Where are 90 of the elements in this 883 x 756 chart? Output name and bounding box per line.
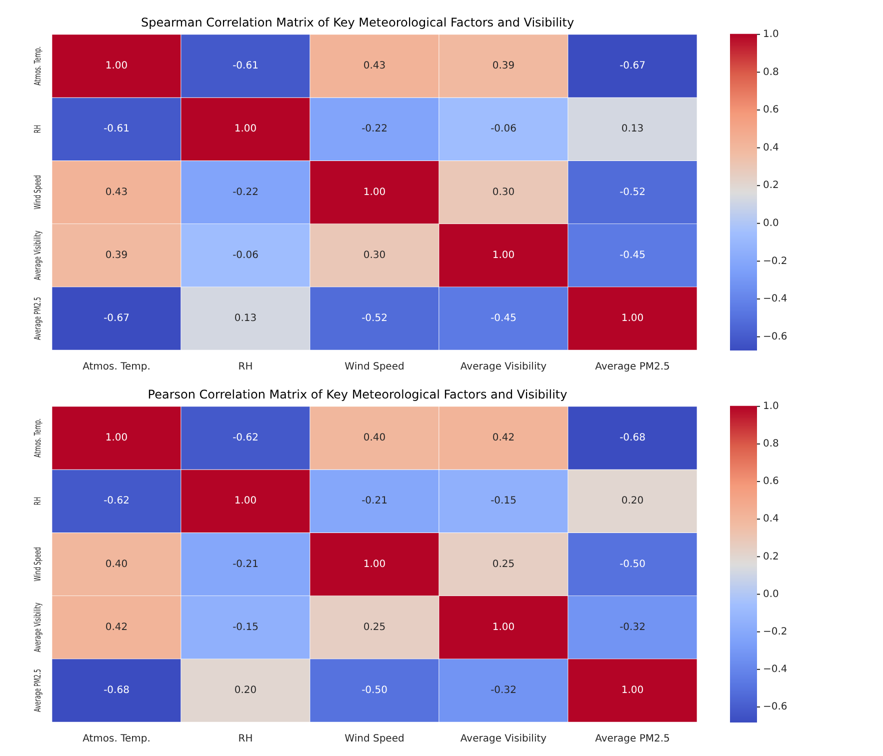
data-label: -0.32 bbox=[490, 685, 516, 696]
y-tick-label: RH bbox=[32, 496, 43, 506]
data-label: -0.62 bbox=[232, 432, 258, 444]
data-label: -0.67 bbox=[104, 313, 130, 324]
x-tick-label: Average PM2.5 bbox=[595, 734, 670, 745]
color-bar-label: 0.8 bbox=[763, 66, 779, 78]
x-tick-label: RH bbox=[238, 734, 253, 745]
data-label: -0.50 bbox=[362, 685, 388, 696]
color-bar-label: 0.2 bbox=[763, 551, 779, 562]
data-label: 0.25 bbox=[492, 558, 515, 570]
color-bar-label: 0.4 bbox=[763, 514, 779, 525]
data-label: 0.30 bbox=[363, 250, 386, 261]
y-tick-label: Atmos. Temp. bbox=[32, 418, 43, 458]
data-label: 0.30 bbox=[492, 186, 515, 198]
color-bar-label: 1.0 bbox=[763, 400, 779, 412]
x-tick-label: Wind Speed bbox=[344, 362, 404, 373]
x-tick-label: Atmos. Temp. bbox=[82, 734, 150, 745]
data-label: 1.00 bbox=[363, 558, 386, 570]
y-tick-label: Average Visibility bbox=[32, 230, 43, 280]
data-label: 0.39 bbox=[492, 60, 515, 72]
data-label: 0.13 bbox=[234, 313, 257, 324]
data-label: -0.06 bbox=[232, 250, 258, 261]
color-bar-label: 0.4 bbox=[763, 142, 779, 154]
data-label: -0.52 bbox=[620, 186, 646, 198]
data-label: -0.15 bbox=[490, 496, 516, 507]
data-label: 1.00 bbox=[621, 313, 644, 324]
color-bar-label: −0.2 bbox=[763, 626, 788, 638]
y-tick-label: Average Visibility bbox=[32, 602, 43, 652]
color-bar-label: 0.8 bbox=[763, 438, 779, 450]
data-label: -0.21 bbox=[232, 558, 258, 570]
color-bar-label: 0.6 bbox=[763, 476, 779, 488]
data-label: 1.00 bbox=[105, 60, 128, 72]
y-tick-label: Wind Speed bbox=[32, 546, 43, 582]
data-label: -0.61 bbox=[232, 60, 258, 72]
data-label: -0.15 bbox=[232, 622, 258, 633]
data-label: -0.52 bbox=[362, 313, 388, 324]
x-tick-label: Average Visibility bbox=[460, 362, 547, 373]
data-label: 0.39 bbox=[105, 250, 128, 261]
data-label: 0.40 bbox=[105, 558, 128, 570]
chart-title: Spearman Correlation Matrix of Key Meteorological Factors and Visibility bbox=[140, 15, 574, 30]
data-label: 1.00 bbox=[621, 685, 644, 696]
color-bar-label: 0.0 bbox=[763, 588, 779, 600]
data-label: -0.06 bbox=[490, 124, 516, 135]
y-tick-label: Average PM2.5 bbox=[32, 668, 43, 712]
color-bar-label: 0.0 bbox=[763, 218, 779, 229]
color-bar-label: 0.2 bbox=[763, 180, 779, 192]
x-tick-label: Average Visibility bbox=[460, 734, 547, 745]
data-label: -0.22 bbox=[232, 186, 258, 198]
data-label: -0.61 bbox=[104, 124, 130, 135]
data-label: 0.40 bbox=[363, 432, 386, 444]
x-tick-label: Wind Speed bbox=[344, 734, 404, 745]
x-tick-label: RH bbox=[238, 362, 253, 373]
data-label: 0.20 bbox=[621, 496, 644, 507]
data-label: 0.43 bbox=[363, 60, 386, 72]
data-label: -0.45 bbox=[490, 313, 516, 324]
data-label: 1.00 bbox=[234, 124, 257, 135]
y-tick-label: Average PM2.5 bbox=[32, 296, 43, 340]
y-tick-label: Wind Speed bbox=[32, 174, 43, 210]
data-label: -0.32 bbox=[620, 622, 646, 633]
data-label: 1.00 bbox=[363, 186, 386, 198]
color-bar-label: −0.2 bbox=[763, 256, 788, 267]
data-label: -0.62 bbox=[104, 496, 130, 507]
color-bar-label: −0.6 bbox=[763, 331, 788, 342]
x-tick-label: Atmos. Temp. bbox=[82, 362, 150, 373]
data-label: -0.68 bbox=[104, 685, 130, 696]
y-tick-label: Atmos. Temp. bbox=[32, 46, 43, 86]
data-label: 0.20 bbox=[234, 685, 257, 696]
data-label: 0.43 bbox=[105, 186, 128, 198]
data-label: 1.00 bbox=[234, 496, 257, 507]
data-label: 0.42 bbox=[492, 432, 515, 444]
data-label: -0.45 bbox=[620, 250, 646, 261]
data-label: 1.00 bbox=[492, 250, 515, 261]
data-label: -0.21 bbox=[362, 496, 388, 507]
data-label: 0.25 bbox=[363, 622, 386, 633]
color-bar-label: −0.6 bbox=[763, 702, 788, 713]
chart-title: Pearson Correlation Matrix of Key Meteorological Factors and Visibility bbox=[148, 387, 568, 402]
x-tick-label: Average PM2.5 bbox=[595, 362, 670, 373]
data-label: -0.50 bbox=[620, 558, 646, 570]
y-tick-label: RH bbox=[32, 124, 43, 134]
data-label: 0.42 bbox=[105, 622, 128, 633]
color-bar-label: −0.4 bbox=[763, 294, 788, 305]
data-label: -0.67 bbox=[620, 60, 646, 72]
data-label: -0.22 bbox=[362, 124, 388, 135]
data-label: 0.13 bbox=[621, 124, 644, 135]
data-label: 1.00 bbox=[105, 432, 128, 444]
color-bar-label: −0.4 bbox=[763, 664, 788, 675]
color-bar-label: 0.6 bbox=[763, 104, 779, 116]
data-label: -0.68 bbox=[620, 432, 646, 444]
color-bar-label: 1.0 bbox=[763, 28, 779, 40]
data-label: 1.00 bbox=[492, 622, 515, 633]
